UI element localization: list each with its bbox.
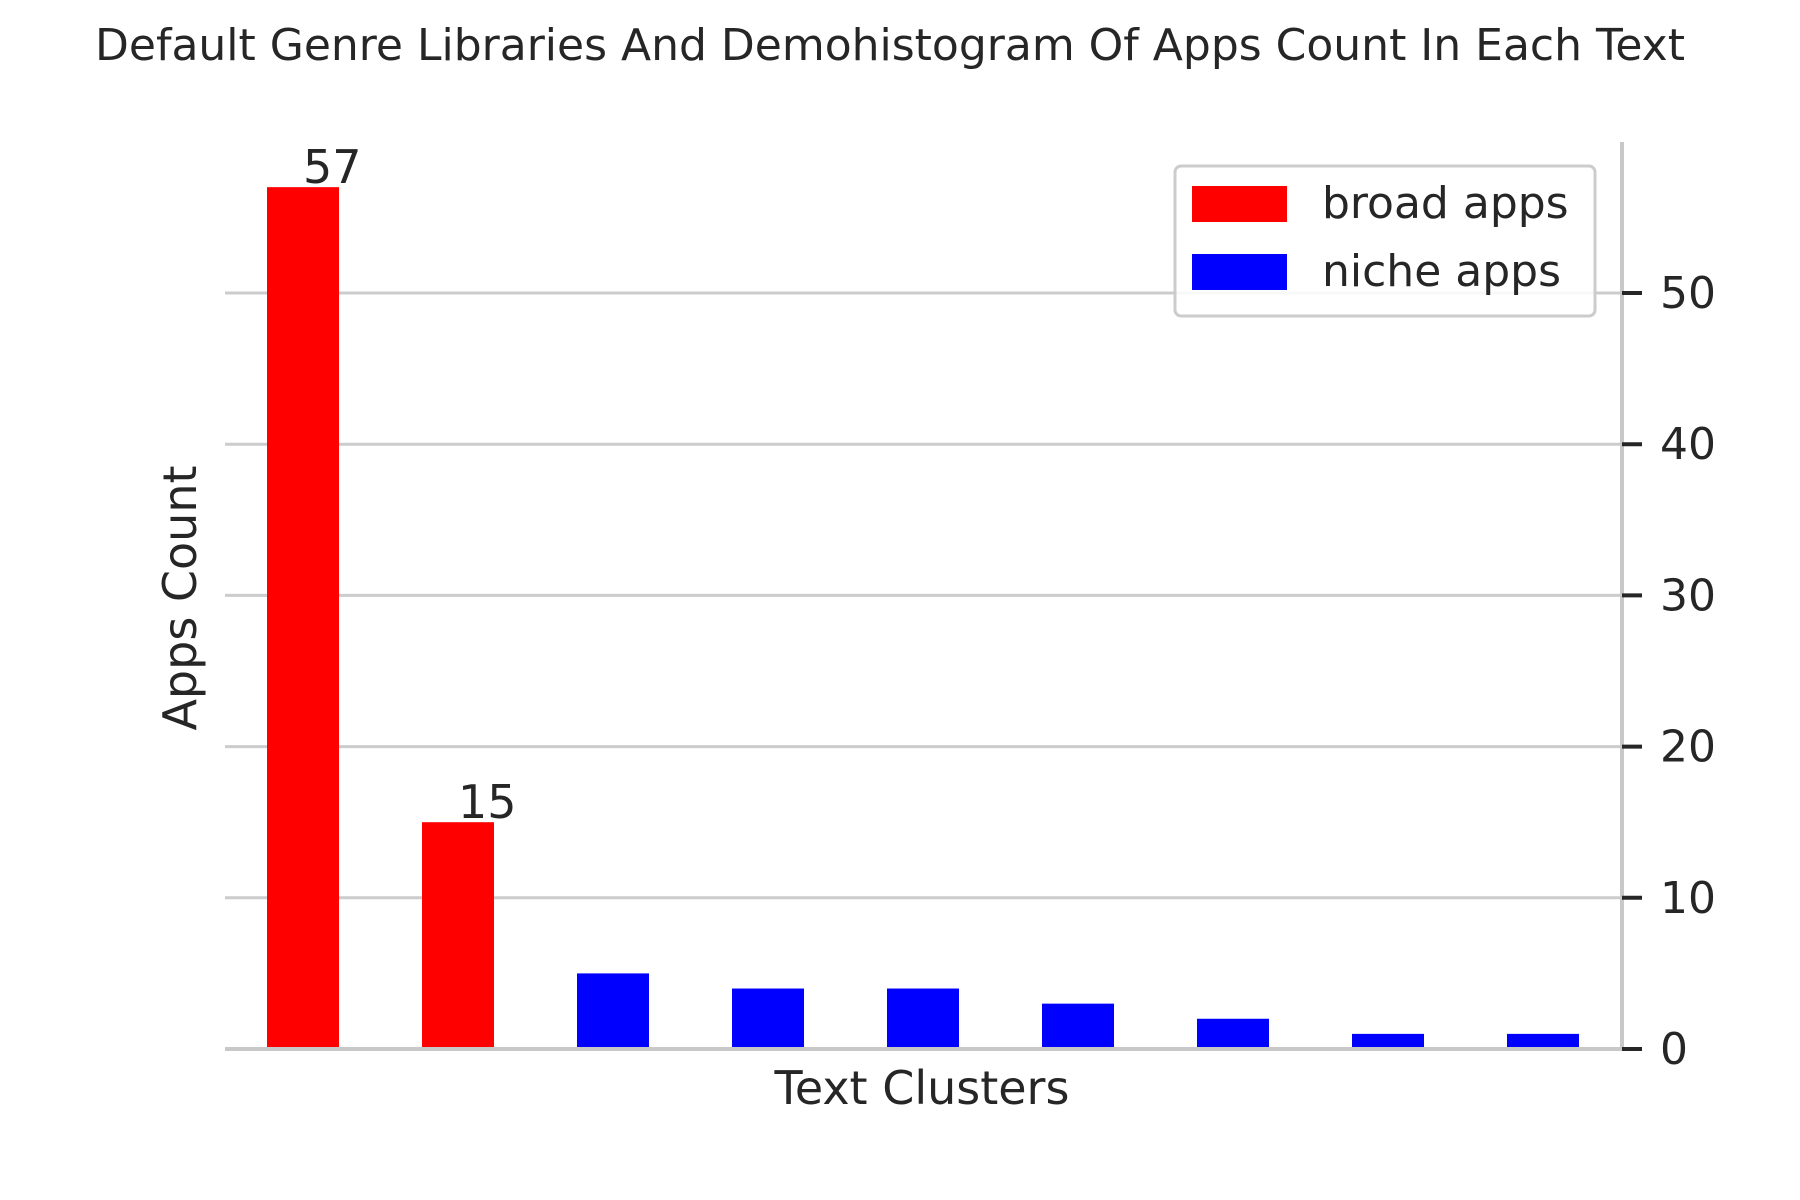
legend-swatch-broad-apps <box>1192 186 1287 222</box>
y-axis-label: Apps Count <box>153 465 207 730</box>
bar-6 <box>1042 1003 1114 1049</box>
legend-label-niche-apps: niche apps <box>1322 246 1561 297</box>
bar-1 <box>267 187 339 1049</box>
x-axis-label: Text Clusters <box>774 1061 1070 1115</box>
bar-4 <box>732 988 804 1049</box>
bar-7 <box>1197 1018 1269 1049</box>
y-tick-label-30: 30 <box>1660 570 1716 621</box>
legend-swatch-niche-apps <box>1192 254 1287 290</box>
bar-2 <box>422 822 494 1049</box>
chart-title: Default Genre Libraries And Demohistogra… <box>95 20 1685 71</box>
data-labels: 57 15 <box>303 140 517 829</box>
y-tick-label-20: 20 <box>1660 722 1716 773</box>
grid-lines <box>225 291 1622 900</box>
y-axis-right: 0 10 20 30 40 50 <box>1620 142 1716 1075</box>
data-label-1: 57 <box>303 140 362 194</box>
bars <box>267 187 1579 1049</box>
legend: broad apps niche apps <box>1173 164 1597 318</box>
bar-9 <box>1507 1033 1579 1049</box>
bar-3 <box>577 973 649 1049</box>
bar-5 <box>887 988 959 1049</box>
y-tick-label-0: 0 <box>1660 1024 1688 1075</box>
bar-8 <box>1352 1033 1424 1049</box>
y-tick-label-50: 50 <box>1660 268 1716 319</box>
y-tick-label-10: 10 <box>1660 873 1716 924</box>
data-label-2: 15 <box>458 775 517 829</box>
y-tick-label-40: 40 <box>1660 419 1716 470</box>
legend-label-broad-apps: broad apps <box>1322 178 1569 229</box>
